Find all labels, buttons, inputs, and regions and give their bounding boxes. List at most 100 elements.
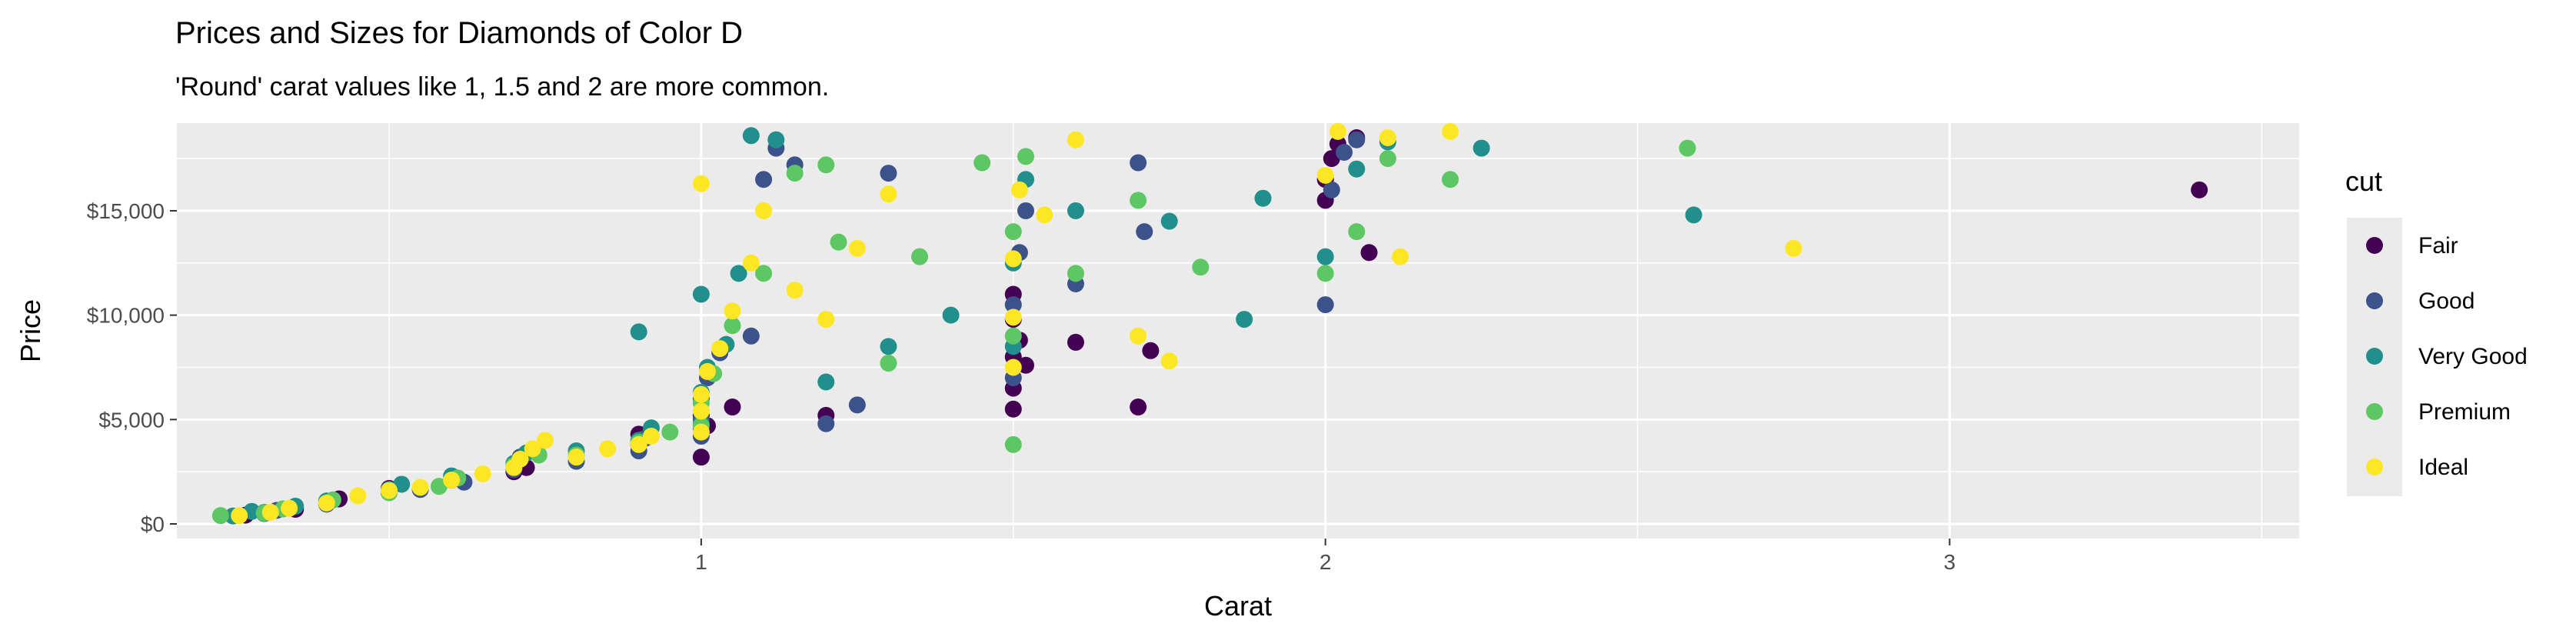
- data-point-ideal: [281, 499, 298, 517]
- y-tick-label: $5,000: [98, 408, 165, 432]
- data-point-very-good: [1685, 206, 1702, 224]
- data-point-premium: [1004, 435, 1022, 453]
- data-point-ideal: [1442, 122, 1459, 140]
- data-point-good: [742, 327, 760, 345]
- y-tick-label: $10,000: [87, 304, 165, 328]
- data-point-premium: [880, 355, 897, 372]
- data-point-good: [848, 396, 866, 414]
- data-point-very-good: [1067, 202, 1084, 219]
- data-point-good: [1316, 296, 1334, 314]
- y-axis-title: Price: [15, 299, 46, 362]
- legend-marker: [2366, 459, 2383, 475]
- data-point-ideal: [1036, 206, 1053, 224]
- data-point-good: [1336, 143, 1353, 161]
- data-point-ideal: [755, 202, 773, 219]
- data-point-good: [817, 415, 835, 432]
- data-point-premium: [661, 423, 679, 441]
- data-point-good: [755, 171, 773, 188]
- legend-item-fair: Fair: [2366, 233, 2458, 258]
- data-point-ideal: [261, 503, 279, 521]
- data-point-premium: [1679, 139, 1696, 157]
- data-point-premium: [1442, 171, 1459, 188]
- data-point-premium: [1067, 265, 1084, 282]
- data-point-fair: [1130, 399, 1147, 416]
- x-axis: 1 2 3: [695, 539, 1955, 574]
- data-point-ideal: [692, 175, 710, 192]
- data-point-very-good: [880, 338, 897, 355]
- data-point-very-good: [817, 373, 835, 391]
- chart-title: Prices and Sizes for Diamonds of Color D: [175, 16, 743, 50]
- y-tick-label: $0: [141, 512, 165, 536]
- data-point-premium: [1348, 223, 1366, 241]
- data-point-very-good: [1236, 311, 1253, 329]
- data-point-ideal: [231, 507, 248, 525]
- data-point-premium: [211, 507, 229, 525]
- y-tick-label: $15,000: [87, 199, 165, 223]
- data-point-ideal: [1329, 122, 1346, 140]
- y-axis: $0 $5,000 $10,000 $15,000: [87, 199, 177, 536]
- data-point-ideal: [349, 487, 367, 505]
- data-point-ideal: [692, 402, 710, 420]
- data-point-good: [1017, 202, 1034, 219]
- data-point-ideal: [1392, 248, 1409, 265]
- x-tick-label: 1: [695, 550, 707, 574]
- data-point-very-good: [630, 323, 647, 341]
- data-point-fair: [1004, 400, 1022, 418]
- data-point-ideal: [724, 302, 741, 320]
- data-point-premium: [1004, 327, 1022, 345]
- data-point-very-good: [942, 306, 960, 324]
- x-axis-title: Carat: [1204, 590, 1272, 622]
- data-point-ideal: [711, 340, 729, 358]
- data-point-very-good: [767, 131, 785, 148]
- data-point-premium: [1017, 148, 1034, 165]
- legend-marker: [2366, 348, 2383, 365]
- data-point-very-good: [1473, 139, 1490, 157]
- data-point-ideal: [1067, 131, 1084, 148]
- data-point-premium: [755, 265, 773, 282]
- data-point-ideal: [443, 472, 461, 489]
- data-point-ideal: [474, 465, 491, 482]
- plot-panel: [177, 122, 2299, 539]
- data-point-ideal: [630, 435, 647, 453]
- data-point-premium: [973, 154, 991, 172]
- legend-items: Fair Good Very Good Premium Ideal: [2366, 233, 2528, 480]
- chart-subtitle: 'Round' carat values like 1, 1.5 and 2 a…: [175, 72, 829, 102]
- data-point-premium: [1004, 223, 1022, 241]
- legend-item-very-good: Very Good: [2366, 344, 2528, 369]
- data-point-ideal: [1785, 239, 1802, 257]
- data-point-ideal: [381, 482, 398, 499]
- legend-label: Fair: [2418, 233, 2458, 258]
- data-point-very-good: [692, 285, 710, 303]
- data-point-ideal: [599, 440, 617, 458]
- data-point-ideal: [642, 428, 660, 445]
- legend-item-good: Good: [2366, 288, 2474, 314]
- data-point-premium: [724, 317, 741, 335]
- data-point-premium: [911, 248, 928, 265]
- data-point-ideal: [848, 239, 866, 257]
- data-point-ideal: [786, 282, 804, 299]
- data-point-premium: [1130, 192, 1147, 209]
- data-point-fair: [724, 399, 741, 416]
- data-point-ideal: [742, 254, 760, 272]
- axes-layer: 1 2 3 $0 $5,000 $10,000 $15,000 Carat Price: [15, 199, 1955, 622]
- data-point-ideal: [1010, 181, 1028, 198]
- data-point-premium: [1192, 258, 1210, 276]
- legend-label: Very Good: [2418, 344, 2528, 369]
- legend-marker: [2366, 292, 2383, 309]
- data-point-very-good: [730, 265, 747, 282]
- data-point-premium: [786, 165, 804, 182]
- data-point-ideal: [524, 440, 541, 458]
- data-point-very-good: [1348, 160, 1366, 178]
- points-layer: [211, 122, 2208, 525]
- data-point-good: [1348, 131, 1366, 148]
- data-point-fair: [1360, 244, 1378, 262]
- data-point-ideal: [1130, 327, 1147, 345]
- legend-label: Premium: [2418, 399, 2511, 425]
- data-point-fair: [692, 449, 710, 466]
- data-point-premium: [430, 478, 448, 495]
- data-point-ideal: [536, 432, 554, 449]
- data-point-very-good: [1316, 248, 1334, 265]
- legend-label: Good: [2418, 288, 2474, 314]
- data-point-ideal: [1379, 128, 1396, 146]
